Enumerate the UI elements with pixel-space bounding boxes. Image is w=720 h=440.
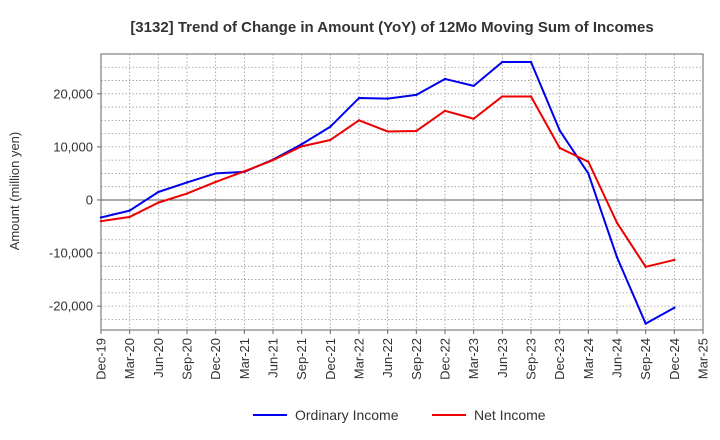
data-point: [300, 145, 303, 148]
x-tick-label: Mar-23: [466, 338, 481, 379]
data-point: [99, 219, 103, 223]
x-tick-label: Mar-20: [122, 338, 137, 379]
x-tick-label: Dec-23: [552, 338, 567, 380]
data-point: [529, 60, 533, 64]
data-point: [357, 119, 361, 122]
data-point: [558, 129, 561, 132]
grid-lines: [100, 53, 704, 330]
y-tick-label: 10,000: [53, 139, 93, 154]
data-point: [558, 146, 561, 150]
data-point: [673, 258, 676, 262]
x-tick-label: Mar-25: [696, 338, 711, 379]
data-point: [157, 190, 160, 194]
data-point: [386, 97, 389, 100]
x-tick-label: Jun-24: [610, 338, 625, 378]
data-point: [157, 201, 160, 204]
data-point: [386, 130, 389, 133]
y-tick-label: -20,000: [49, 299, 93, 314]
data-point: [529, 95, 533, 98]
y-axis-label: Amount (million yen): [7, 132, 22, 251]
data-point: [501, 95, 504, 98]
data-point: [415, 129, 418, 133]
data-point: [243, 170, 246, 173]
data-point: [472, 117, 475, 120]
legend-label: Ordinary Income: [295, 407, 399, 423]
y-tick-label: 0: [86, 192, 93, 207]
chart-title: [3132] Trend of Change in Amount (YoY) o…: [130, 19, 653, 36]
data-point: [329, 125, 332, 128]
data-point: [271, 158, 275, 162]
data-point: [673, 306, 676, 309]
plot-border: [100, 53, 704, 331]
data-point: [214, 180, 217, 184]
data-point: [128, 215, 131, 219]
data-point: [587, 172, 590, 175]
data-point: [329, 138, 332, 142]
legend-label: Net Income: [474, 407, 546, 423]
x-tick-label: Jun-20: [151, 338, 166, 378]
data-point: [214, 172, 217, 175]
plot-frame: [100, 53, 704, 331]
x-tick-label: Jun-22: [380, 338, 395, 378]
data-point: [128, 209, 131, 212]
x-tick-label: Dec-19: [94, 338, 109, 380]
data-point: [587, 160, 590, 163]
legend: Ordinary Income Net Income: [253, 407, 546, 423]
data-point: [644, 265, 647, 269]
x-tick-label: Dec-21: [323, 338, 338, 380]
data-point: [615, 256, 619, 259]
data-point: [501, 60, 504, 64]
data-point: [415, 93, 418, 97]
x-tick-label: Sep-23: [524, 338, 539, 380]
x-tick-label: Mar-24: [581, 338, 596, 379]
x-tick-label: Mar-21: [237, 338, 252, 379]
data-point: [99, 216, 103, 219]
x-tick-label: Dec-20: [208, 338, 223, 380]
data-point: [300, 143, 303, 146]
data-point: [185, 181, 189, 184]
data-point: [472, 84, 475, 88]
data-point: [644, 322, 647, 325]
data-point: [443, 109, 447, 112]
data-point: [443, 77, 447, 81]
x-tick-label: Mar-22: [352, 338, 367, 379]
x-tick-label: Jun-23: [495, 338, 510, 378]
tick-labels: -20,000 -10,000 0 10,000 20,000 Dec-19 Mar-20 J…: [49, 86, 711, 380]
data-point: [185, 192, 189, 195]
data-point: [357, 96, 361, 100]
series-layer: [99, 60, 676, 325]
x-tick-label: Dec-22: [438, 338, 453, 380]
x-tick-label: Sep-24: [638, 338, 653, 380]
y-tick-label: 20,000: [53, 86, 93, 101]
x-tick-label: Sep-22: [409, 338, 424, 380]
x-tick-label: Sep-20: [180, 338, 195, 380]
x-tick-label: Jun-21: [266, 338, 281, 378]
y-tick-label: -10,000: [49, 246, 93, 261]
x-tick-label: Dec-24: [667, 338, 682, 380]
x-tick-label: Sep-21: [294, 338, 309, 380]
data-point: [615, 221, 619, 224]
